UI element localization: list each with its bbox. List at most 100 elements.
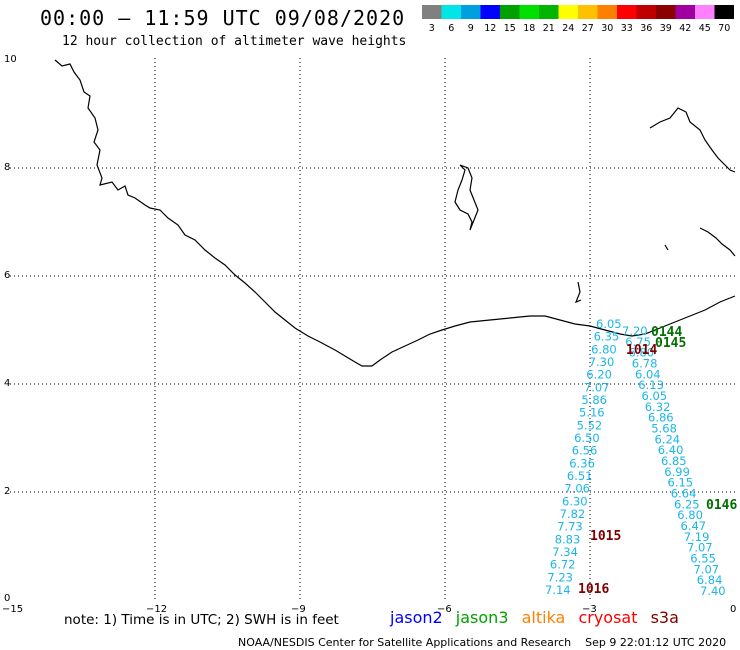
swh-value: 6.32 bbox=[645, 400, 671, 414]
x-tick-minus12: −12 bbox=[146, 604, 167, 615]
map-title: 00:00 — 11:59 UTC 09/08/2020 bbox=[40, 6, 406, 30]
pass-label-1014: 1014 bbox=[626, 343, 657, 358]
swh-value: 6.80 bbox=[591, 342, 617, 356]
colorbar-swatch bbox=[636, 5, 656, 19]
swh-value: 6.05 bbox=[642, 389, 668, 403]
altimeter-track-a: 6.056.356.807.306.207.075.865.165.526.50… bbox=[545, 317, 622, 597]
colorbar-swatch bbox=[714, 5, 734, 19]
swh-value: 7.23 bbox=[547, 570, 573, 584]
swh-value: 7.82 bbox=[560, 507, 586, 521]
pass-label-0144: 0144 bbox=[651, 325, 682, 340]
swh-value: 6.84 bbox=[697, 573, 723, 587]
swh-value: 6.86 bbox=[648, 411, 674, 425]
swh-value: 7.19 bbox=[684, 530, 710, 544]
colorbar-label: 45 bbox=[699, 23, 711, 34]
swh-value: 6.72 bbox=[550, 558, 576, 572]
swh-value: 6.78 bbox=[632, 357, 658, 371]
legend-cryosat: cryosat bbox=[578, 608, 638, 627]
colorbar-label: 24 bbox=[562, 23, 574, 34]
colorbar-label: 27 bbox=[582, 23, 594, 34]
x-tick-minus6: −6 bbox=[437, 604, 452, 615]
colorbar-swatch bbox=[441, 5, 461, 19]
colorbar-label: 12 bbox=[484, 23, 496, 34]
colorbar-swatch bbox=[695, 5, 715, 19]
y-tick-2: 2 bbox=[4, 486, 10, 497]
swh-value: 6.85 bbox=[661, 454, 687, 468]
y-tick-4: 4 bbox=[4, 378, 10, 389]
colorbar-swatch bbox=[617, 5, 637, 19]
colorbar-label: 18 bbox=[523, 23, 535, 34]
swh-value: 7.07 bbox=[694, 562, 720, 576]
pass-label-0145: 0145 bbox=[655, 336, 686, 351]
x-tick-0: 0 bbox=[730, 604, 736, 615]
swh-value: 7.30 bbox=[589, 355, 615, 369]
swh-value: 7.20 bbox=[622, 324, 648, 338]
colorbar-swatch bbox=[519, 5, 539, 19]
y-tick-0: 0 bbox=[4, 593, 10, 604]
swh-value: 6.75 bbox=[625, 335, 651, 349]
colorbar-label: 6 bbox=[448, 23, 454, 34]
swh-value: 5.86 bbox=[581, 393, 607, 407]
swh-value: 6.50 bbox=[574, 431, 600, 445]
swh-value: 6.24 bbox=[655, 432, 681, 446]
swh-value: 8.83 bbox=[555, 532, 581, 546]
swh-value: 6.35 bbox=[594, 330, 620, 344]
colorbar-label: 70 bbox=[718, 23, 730, 34]
swh-value: 6.99 bbox=[664, 465, 690, 479]
swh-value: 6.36 bbox=[569, 456, 595, 470]
x-tick-minus3: −3 bbox=[582, 604, 597, 615]
colorbar-label: 33 bbox=[621, 23, 633, 34]
colorbar-swatch bbox=[597, 5, 617, 19]
swh-value: 7.73 bbox=[557, 520, 583, 534]
swh-value: 7.07 bbox=[584, 380, 610, 394]
swh-value: 6.04 bbox=[635, 367, 661, 381]
legend-s3a: s3a bbox=[650, 608, 679, 627]
swh-value: 6.80 bbox=[677, 508, 703, 522]
swh-value: 6.05 bbox=[596, 317, 622, 331]
swh-value: 6.40 bbox=[658, 443, 684, 457]
pass-label-0146: 0146 bbox=[706, 498, 737, 513]
footer-credit: NOAA/NESDIS Center for Satellite Applica… bbox=[238, 636, 572, 649]
y-tick-6: 6 bbox=[4, 270, 10, 281]
colorbar-label: 30 bbox=[601, 23, 613, 34]
satellite-legend: jason2 jason3 altika cryosat s3a bbox=[390, 608, 687, 627]
swh-value: 7.07 bbox=[687, 541, 713, 555]
colorbar-swatch bbox=[675, 5, 695, 19]
colorbar-label: 39 bbox=[660, 23, 672, 34]
swh-value: 6.55 bbox=[690, 552, 716, 566]
colorbar-swatch bbox=[422, 5, 442, 19]
swh-value: 6.25 bbox=[674, 497, 700, 511]
coastline bbox=[54, 59, 736, 367]
swh-value: 6.64 bbox=[671, 487, 697, 501]
swh-value: 5.52 bbox=[577, 418, 603, 432]
units-note: note: 1) Time is in UTC; 2) SWH is in fe… bbox=[64, 612, 339, 628]
swh-value: 7.40 bbox=[700, 584, 726, 598]
colorbar-label: 21 bbox=[543, 23, 555, 34]
swh-value: 5.68 bbox=[651, 422, 677, 436]
legend-jason2: jason2 bbox=[390, 608, 443, 627]
map-subtitle: 12 hour collection of altimeter wave hei… bbox=[62, 34, 407, 49]
swh-value: 6.47 bbox=[681, 519, 707, 533]
swh-value: 6.20 bbox=[586, 368, 612, 382]
swh-value: 6.13 bbox=[638, 378, 664, 392]
colorbar-swatch bbox=[500, 5, 520, 19]
footer: NOAA/NESDIS Center for Satellite Applica… bbox=[238, 636, 726, 649]
swh-value: 5.16 bbox=[579, 406, 605, 420]
legend-altika: altika bbox=[521, 608, 566, 627]
colorbar-label: 9 bbox=[468, 23, 474, 34]
x-tick-minus15: −15 bbox=[2, 604, 23, 615]
legend-jason3: jason3 bbox=[455, 608, 509, 627]
y-tick-8: 8 bbox=[4, 162, 10, 173]
swh-value: 6.15 bbox=[668, 476, 694, 490]
swh-value: 6.30 bbox=[562, 494, 588, 508]
colorbar-label: 36 bbox=[640, 23, 652, 34]
colorbar-swatch bbox=[558, 5, 578, 19]
colorbar-swatch bbox=[656, 5, 676, 19]
pass-label-1015: 1015 bbox=[590, 529, 621, 544]
swh-value: 7.34 bbox=[552, 545, 578, 559]
swh-value: 6.56 bbox=[572, 444, 598, 458]
colorbar-swatch bbox=[480, 5, 500, 19]
plot-grid bbox=[10, 58, 735, 600]
